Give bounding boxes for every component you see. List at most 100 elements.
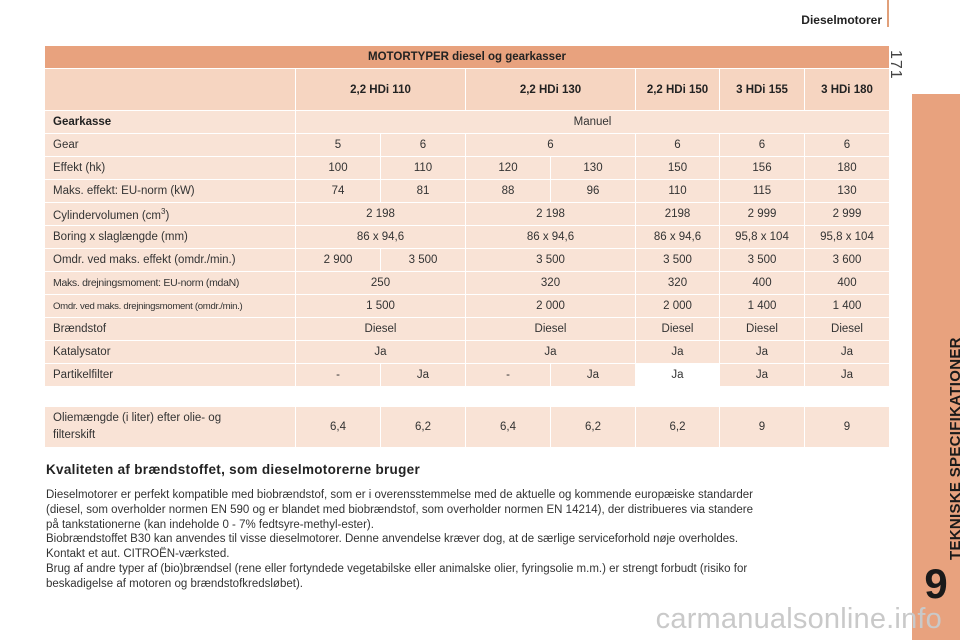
table-cell: 130 (805, 180, 890, 203)
table-cell: Ja (636, 341, 720, 364)
table-cell: Diesel (466, 318, 636, 341)
table-row: Oliemængde (i liter) efter olie- og filte… (45, 407, 890, 447)
column-header: 2,2 HDi 130 (466, 69, 636, 111)
table-cell: 6 (720, 134, 805, 157)
table-cell: Diesel (636, 318, 720, 341)
table-cell: 1 400 (805, 295, 890, 318)
oil-label-line-1: Oliemængde (i liter) efter olie- og (53, 412, 222, 424)
table-row: Brændstof Diesel Diesel Diesel Diesel Di… (45, 318, 890, 341)
engine-spec-table: MOTORTYPER diesel og gearkasser 2,2 HDi … (45, 46, 890, 387)
section-heading: Kvaliteten af brændstoffet, som dieselmo… (46, 462, 421, 477)
body-line: beskadigelse af motoren og brændstofkred… (46, 577, 303, 590)
table-cell: 9 (720, 407, 805, 447)
table-cell: 400 (720, 272, 805, 295)
table-cell: 74 (296, 180, 381, 203)
table-cell: 6 (381, 134, 466, 157)
row-label: Gearkasse (45, 111, 296, 134)
table-row: Omdr. ved maks. effekt (omdr./min.) 2 90… (45, 249, 890, 272)
table-cell: 86 x 94,6 (466, 226, 636, 249)
superscript: 3 (161, 206, 166, 216)
table-row: Omdr. ved maks. drejningsmoment (omdr./m… (45, 295, 890, 318)
table-title: MOTORTYPER diesel og gearkasser (45, 46, 890, 69)
row-label: Omdr. ved maks. drejningsmoment (omdr./m… (45, 295, 296, 318)
header-blank-cell (45, 69, 296, 111)
table-row: Katalysator Ja Ja Ja Ja Ja (45, 341, 890, 364)
body-text: Dieselmotorer er perfekt kompatible med … (46, 488, 886, 592)
body-line: Brug af andre typer af (bio)brændsel (re… (46, 562, 748, 575)
body-line: Dieselmotorer er perfekt kompatible med … (46, 489, 753, 501)
row-label: Brændstof (45, 318, 296, 341)
table-cell: 156 (720, 157, 805, 180)
table-cell: 6,2 (551, 407, 636, 447)
table-cell: Diesel (296, 318, 466, 341)
oil-capacity-table: Oliemængde (i liter) efter olie- og filte… (45, 407, 890, 447)
table-cell: 3 600 (805, 249, 890, 272)
table-cell: 5 (296, 134, 381, 157)
table-cell: 1 400 (720, 295, 805, 318)
table-cell: Ja (720, 341, 805, 364)
row-label: Boring x slaglængde (mm) (45, 226, 296, 249)
chapter-number: 9 (924, 560, 948, 607)
column-header: 2,2 HDi 110 (296, 69, 466, 111)
table-cell: Ja (720, 364, 805, 387)
table-cell: - (466, 364, 551, 387)
column-header: 3 HDi 155 (720, 69, 805, 111)
table-cell: 6,4 (466, 407, 551, 447)
table-cell: 96 (551, 180, 636, 203)
table-cell: 2 999 (720, 203, 805, 226)
table-cell: 6,4 (296, 407, 381, 447)
table-cell: 320 (466, 272, 636, 295)
table-cell: 95,8 x 104 (720, 226, 805, 249)
row-label: Omdr. ved maks. effekt (omdr./min.) (45, 249, 296, 272)
watermark: carmanualsonline.info (655, 603, 942, 635)
body-line: (diesel, som overholder normen EN 590 og… (46, 503, 753, 516)
section-title: Dieselmotorer (801, 13, 882, 27)
table-cell: Ja (805, 364, 890, 387)
table-cell: Ja (466, 341, 636, 364)
body-line: Biobrændstoffet B30 kan anvendes til vis… (46, 533, 739, 546)
table-cell: 120 (466, 157, 551, 180)
row-label: Maks. effekt: EU-norm (kW) (45, 180, 296, 203)
row-label-text: Cylindervolumen (cm (53, 209, 162, 222)
table-cell: Ja (805, 341, 890, 364)
table-cell: Ja (296, 341, 466, 364)
table-row: Maks. drejningsmoment: EU-norm (mdaN) 25… (45, 272, 890, 295)
table-cell: 6,2 (381, 407, 466, 447)
table-cell: 180 (805, 157, 890, 180)
table-cell: Ja (381, 364, 466, 387)
table-cell: 86 x 94,6 (296, 226, 466, 249)
table-cell: 1 500 (296, 295, 466, 318)
body-line: på tankstationerne (kan indeholde 0 - 7%… (46, 518, 374, 531)
table-row: Gearkasse Manuel (45, 111, 890, 134)
table-cell: Ja (551, 364, 636, 387)
table-cell: 9 (805, 407, 890, 447)
chapter-tab-label: TEKNISKE SPECIFIKATIONER (947, 337, 960, 560)
row-label: Oliemængde (i liter) efter olie- og filte… (45, 407, 296, 447)
table-cell: 150 (636, 157, 720, 180)
row-label: Partikelfilter (45, 364, 296, 387)
row-label: Maks. drejningsmoment: EU-norm (mdaN) (45, 272, 296, 295)
table-row: Boring x slaglængde (mm) 86 x 94,6 86 x … (45, 226, 890, 249)
table-row: Gear 5 6 6 6 6 6 (45, 134, 890, 157)
table-cell: 6,2 (636, 407, 720, 447)
table-cell: Diesel (805, 318, 890, 341)
table-row: Cylindervolumen (cm3) 2 198 2 198 2198 2… (45, 203, 890, 226)
header-divider (887, 0, 889, 27)
row-label-end: ) (165, 209, 170, 222)
table-cell: 81 (381, 180, 466, 203)
row-label: Gear (45, 134, 296, 157)
table-cell: 3 500 (720, 249, 805, 272)
table-row: Partikelfilter - Ja - Ja Ja Ja Ja (45, 364, 890, 387)
table-cell: 110 (381, 157, 466, 180)
row-label: Effekt (hk) (45, 157, 296, 180)
body-line: Kontakt et aut. CITROËN-værksted. (46, 548, 230, 561)
table-cell: 95,8 x 104 (805, 226, 890, 249)
table-cell: 2 198 (296, 203, 466, 226)
table-cell: 2198 (636, 203, 720, 226)
table-cell: 250 (296, 272, 466, 295)
table-cell: Manuel (296, 111, 890, 134)
table-cell: 400 (805, 272, 890, 295)
table-cell: 3 500 (466, 249, 636, 272)
column-header: 2,2 HDi 150 (636, 69, 720, 111)
table-cell: Ja (636, 364, 720, 387)
